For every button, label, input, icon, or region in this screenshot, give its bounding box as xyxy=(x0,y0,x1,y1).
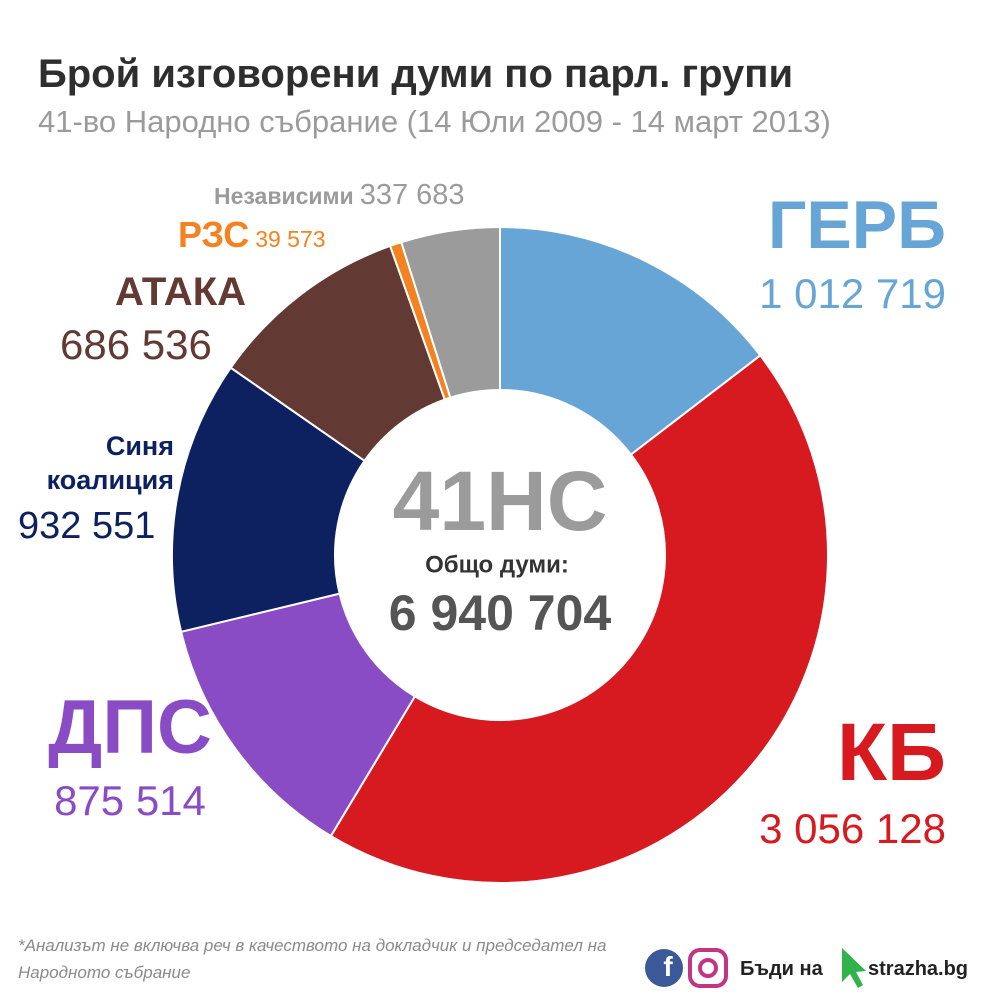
total: 6 940 704 xyxy=(389,585,612,641)
slice-label: КБ 3 056 128 xyxy=(690,707,946,853)
category-name: КБ xyxy=(837,707,946,798)
slice xyxy=(329,354,829,884)
value-label: 1 012 719 xyxy=(759,269,946,317)
slice-label: АТАКА 686 536 xyxy=(60,270,246,368)
category-name: АТАКА xyxy=(115,270,246,314)
category-name: РЗС xyxy=(178,214,250,255)
facebook-circle xyxy=(645,949,683,987)
call-to-action[interactable]: Бъди на xyxy=(740,958,823,980)
value-label: 3 056 128 xyxy=(759,805,946,853)
footnote: *Анализът не включва реч в качеството на… xyxy=(18,936,607,983)
slice-label: Независими 337 683 xyxy=(214,179,465,212)
value-label: 39 573 xyxy=(255,226,326,252)
slice-label: РЗС 39 573 xyxy=(178,215,326,255)
slice xyxy=(171,366,366,634)
cursor-icon xyxy=(842,948,866,988)
category-name: ДПС xyxy=(48,685,212,770)
slice-label: ДПС 875 514 xyxy=(30,686,230,824)
slice xyxy=(400,225,501,399)
value-label: 932 551 xyxy=(18,504,156,547)
value-label: 337 683 xyxy=(359,179,465,211)
category-name: Независими xyxy=(214,183,354,209)
total-label: Общо думи: xyxy=(425,551,569,578)
site-link[interactable]: strazha.bg xyxy=(868,958,969,980)
instagram-icon[interactable] xyxy=(688,948,728,988)
slice-label: ГЕРБ 1 012 719 xyxy=(690,188,946,317)
title: Брой изговорени думи по парл. групи xyxy=(38,52,794,96)
category-name: Синя коалиция xyxy=(46,431,174,495)
slice xyxy=(179,592,417,838)
slices xyxy=(171,225,829,884)
instagram-frame xyxy=(688,948,728,988)
value-label: 686 536 xyxy=(60,321,212,368)
value-label: 875 514 xyxy=(54,776,206,824)
facebook-icon[interactable]: f xyxy=(645,949,683,987)
subtitle: 41-во Народно събрание (14 Юли 2009 - 14… xyxy=(38,104,831,139)
instagram-lens xyxy=(698,958,718,978)
slice xyxy=(499,225,762,457)
slice-label: Синя коалиция 932 551 xyxy=(18,430,174,547)
facebook-f: f xyxy=(663,951,673,982)
center-text: 41НС xyxy=(393,454,608,548)
category-name: ГЕРБ xyxy=(767,187,946,263)
